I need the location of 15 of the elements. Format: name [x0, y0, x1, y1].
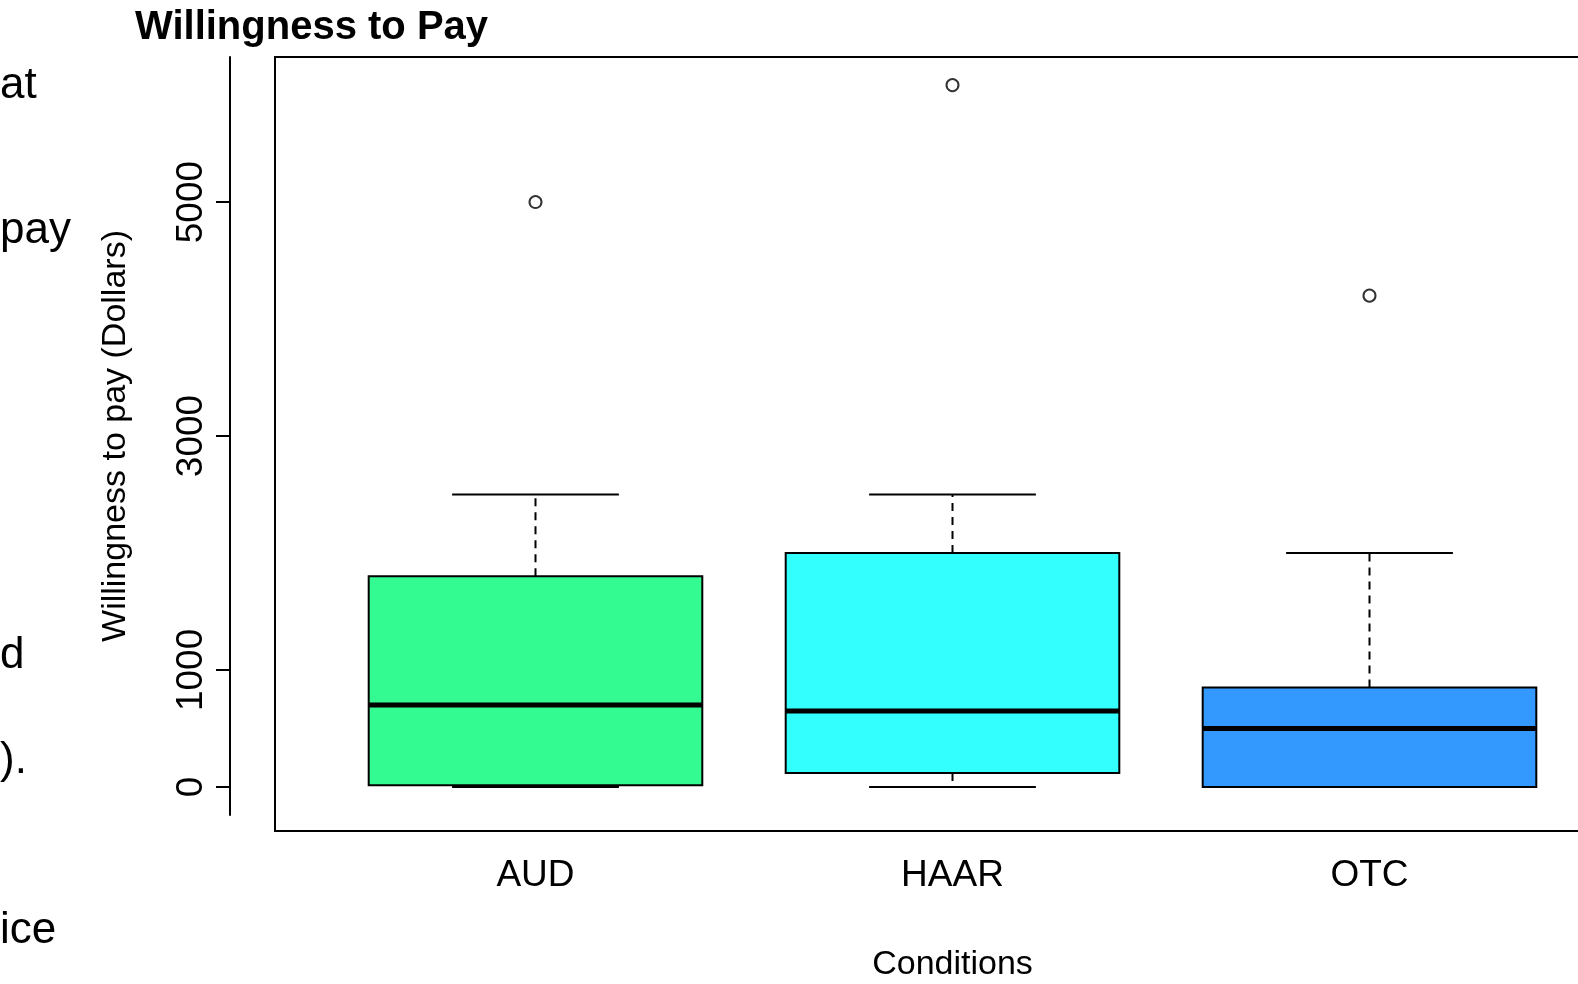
x-tick-label: AUD	[496, 853, 575, 894]
y-tick-label: 3000	[169, 394, 210, 478]
y-axis-title: Willingness to pay (Dollars)	[94, 230, 132, 642]
text: ).	[0, 732, 27, 782]
text: pay	[0, 202, 71, 252]
y-tick-label: 1000	[169, 628, 210, 712]
y-tick-label: 5000	[169, 160, 210, 244]
x-tick-label: OTC	[1330, 853, 1409, 894]
text: d	[0, 627, 25, 677]
chart-title: Willingness to Pay	[135, 3, 489, 47]
x-axis-title: Conditions	[872, 943, 1033, 981]
text: at	[0, 57, 37, 107]
y-tick-label: 0	[169, 776, 210, 798]
text: ice	[0, 902, 57, 952]
x-tick-label: HAAR	[901, 853, 1004, 894]
